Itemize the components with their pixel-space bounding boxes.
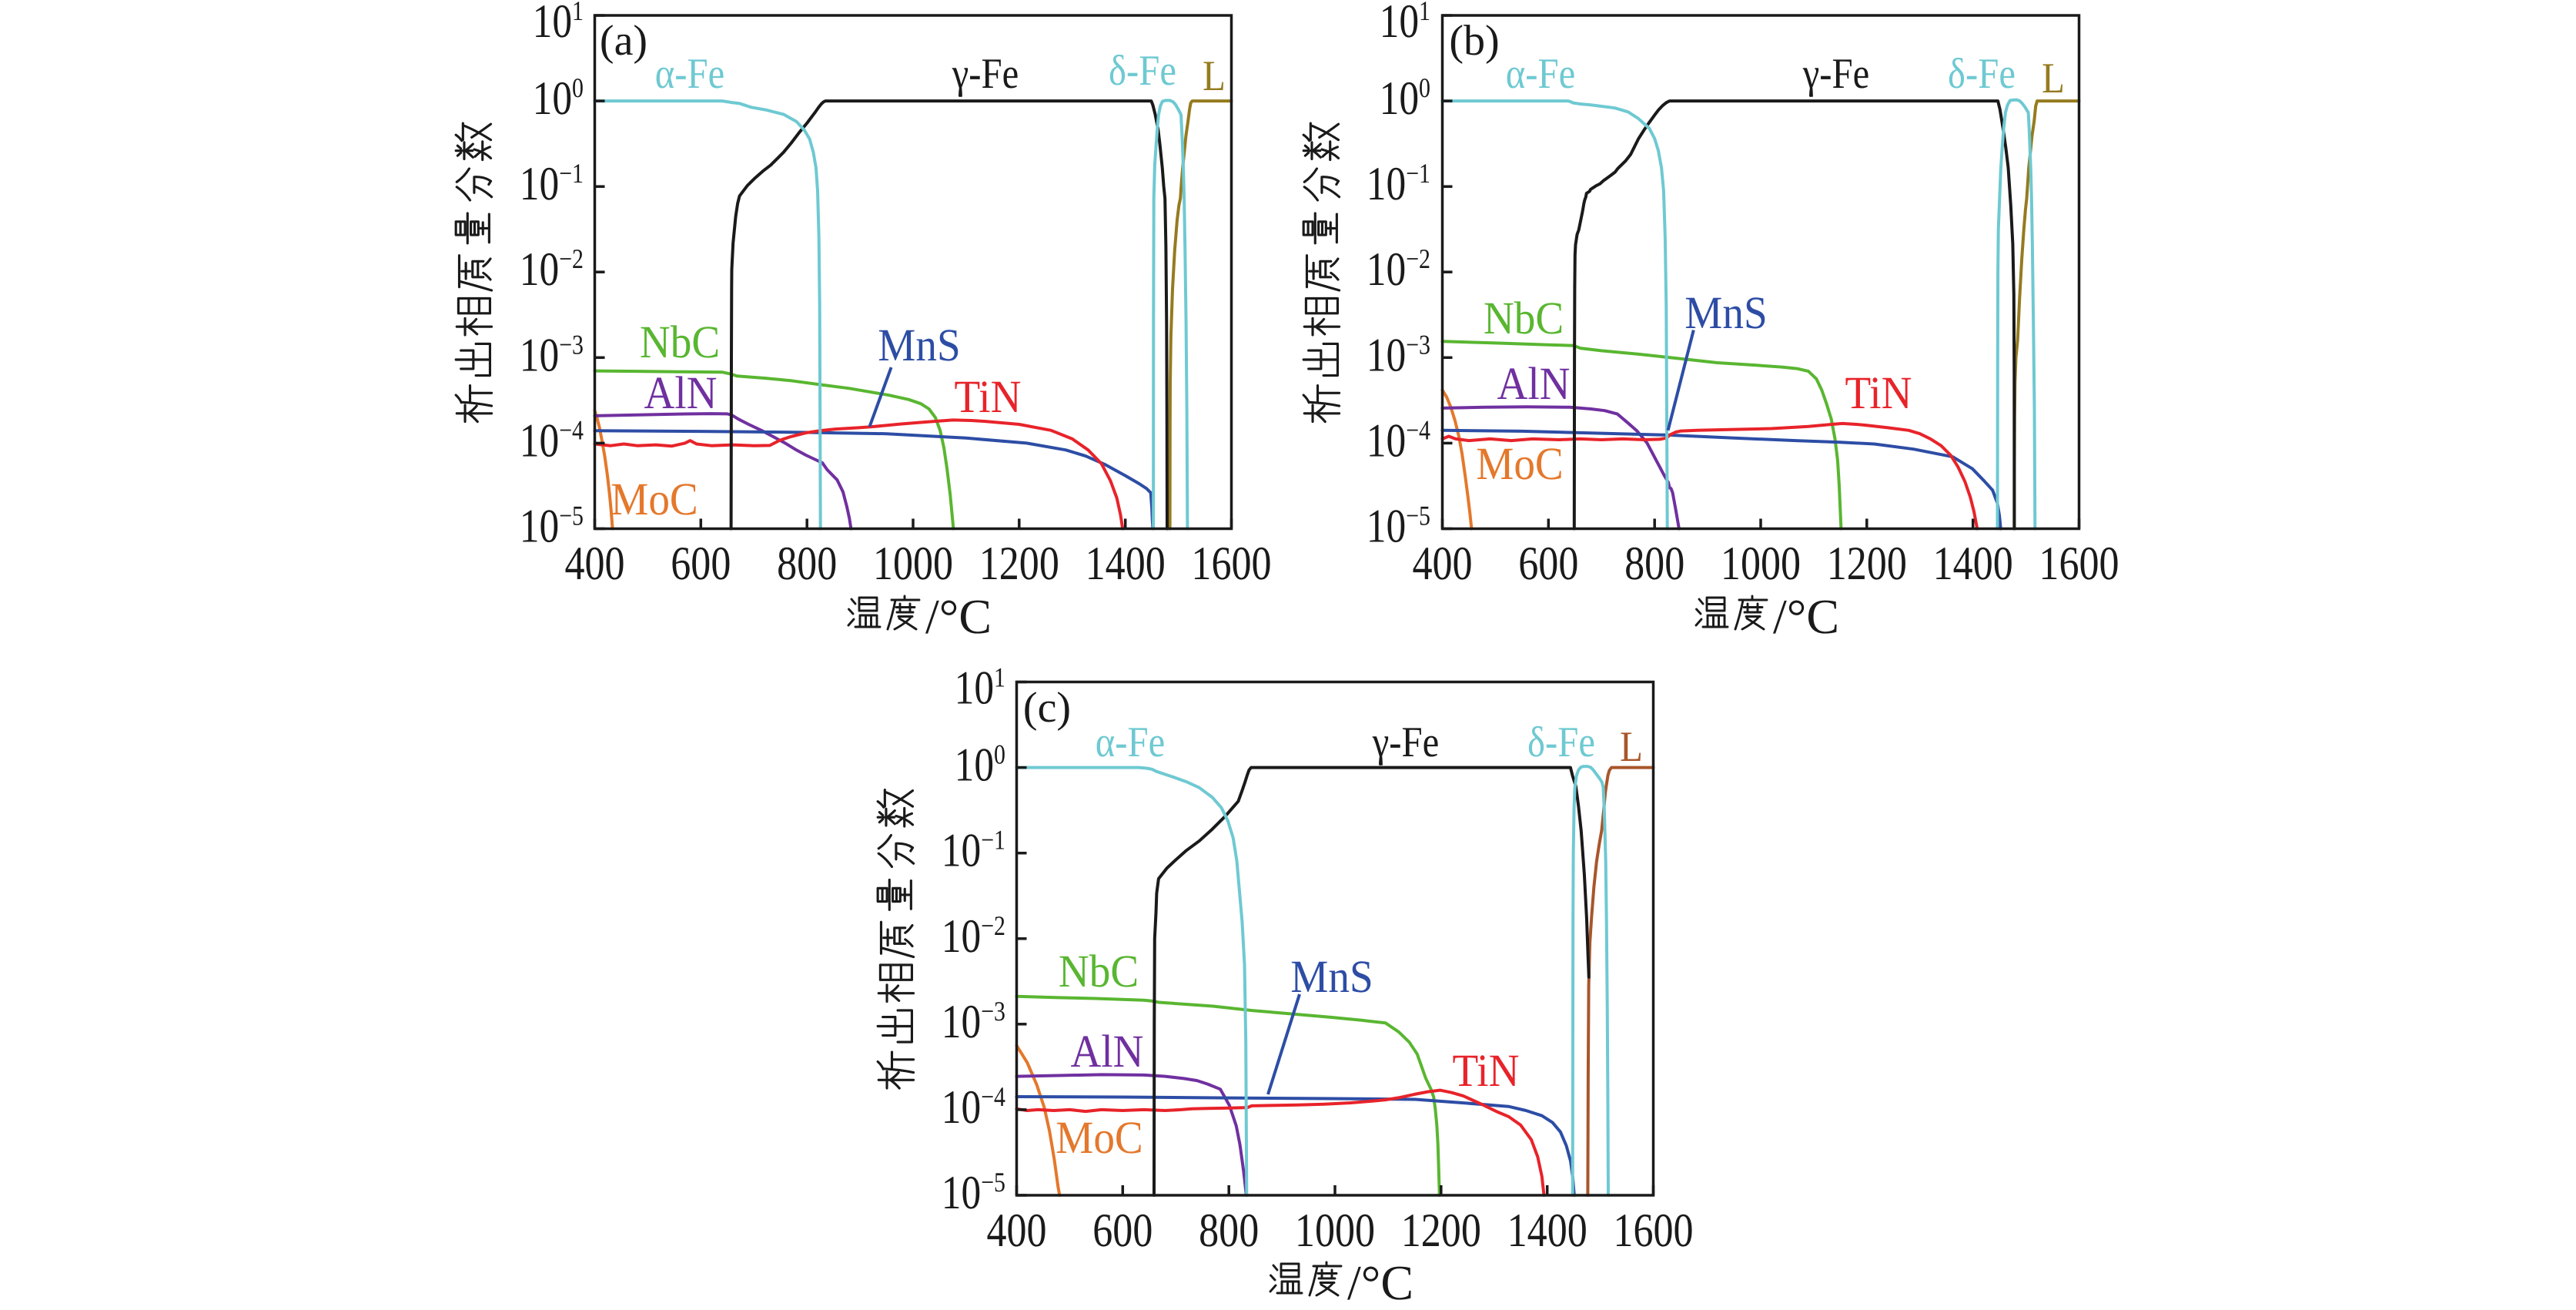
svg-text:α-Fe: α-Fe <box>1096 719 1165 766</box>
svg-text:(a): (a) <box>600 17 647 65</box>
svg-text:/°C: /°C <box>1773 589 1839 644</box>
svg-text:MnS: MnS <box>1684 287 1767 338</box>
svg-text:TiN: TiN <box>1453 1045 1520 1096</box>
svg-text:L: L <box>1620 723 1643 771</box>
svg-text:/°C: /°C <box>925 589 992 644</box>
svg-text:/°C: /°C <box>1347 1255 1413 1306</box>
svg-text:MnS: MnS <box>878 320 960 370</box>
svg-text:MnS: MnS <box>1290 951 1373 1002</box>
svg-text:α-Fe: α-Fe <box>1506 50 1575 98</box>
svg-text:1200: 1200 <box>1401 1204 1481 1257</box>
svg-text:AlN: AlN <box>644 367 717 418</box>
svg-text:NbC: NbC <box>1059 946 1139 997</box>
svg-text:1600: 1600 <box>1191 538 1271 590</box>
svg-text:10−5: 10−5 <box>942 1167 1005 1219</box>
svg-text:800: 800 <box>1199 1204 1259 1257</box>
svg-text:1200: 1200 <box>979 538 1059 590</box>
svg-text:1400: 1400 <box>1933 538 2013 590</box>
svg-text:AlN: AlN <box>1497 358 1570 409</box>
svg-text:600: 600 <box>671 538 731 590</box>
svg-text:L: L <box>1203 52 1226 100</box>
svg-text:NbC: NbC <box>640 317 720 367</box>
svg-text:δ-Fe: δ-Fe <box>1109 47 1176 95</box>
svg-text:γ-Fe: γ-Fe <box>1372 719 1439 766</box>
svg-text:MoC: MoC <box>1476 438 1564 489</box>
svg-text:400: 400 <box>564 538 624 590</box>
svg-text:γ-Fe: γ-Fe <box>952 50 1019 98</box>
svg-text:1600: 1600 <box>2039 538 2119 590</box>
svg-text:1600: 1600 <box>1613 1204 1693 1257</box>
svg-text:1400: 1400 <box>1507 1204 1587 1257</box>
svg-text:δ-Fe: δ-Fe <box>1527 719 1595 766</box>
svg-text:1000: 1000 <box>873 538 953 590</box>
svg-text:1000: 1000 <box>1295 1204 1375 1257</box>
svg-text:γ-Fe: γ-Fe <box>1802 50 1869 98</box>
svg-text:400: 400 <box>986 1204 1046 1257</box>
svg-text:400: 400 <box>1412 538 1472 590</box>
svg-text:L: L <box>2042 55 2065 102</box>
svg-text:AlN: AlN <box>1070 1026 1143 1077</box>
svg-text:600: 600 <box>1518 538 1578 590</box>
svg-text:MoC: MoC <box>1055 1112 1143 1163</box>
svg-text:10−1: 10−1 <box>942 825 1005 877</box>
svg-text:1200: 1200 <box>1827 538 1907 590</box>
svg-text:(c): (c) <box>1023 684 1071 732</box>
svg-text:1000: 1000 <box>1721 538 1801 590</box>
svg-text:δ-Fe: δ-Fe <box>1948 50 2016 98</box>
svg-text:800: 800 <box>1624 538 1684 590</box>
svg-text:800: 800 <box>777 538 837 590</box>
svg-text:α-Fe: α-Fe <box>655 50 724 98</box>
svg-text:TiN: TiN <box>1845 367 1912 418</box>
svg-text:1400: 1400 <box>1086 538 1166 590</box>
svg-text:(b): (b) <box>1449 17 1499 65</box>
svg-text:NbC: NbC <box>1484 293 1564 343</box>
svg-text:TiN: TiN <box>955 371 1022 422</box>
svg-text:MoC: MoC <box>611 474 698 524</box>
svg-text:600: 600 <box>1092 1204 1153 1257</box>
